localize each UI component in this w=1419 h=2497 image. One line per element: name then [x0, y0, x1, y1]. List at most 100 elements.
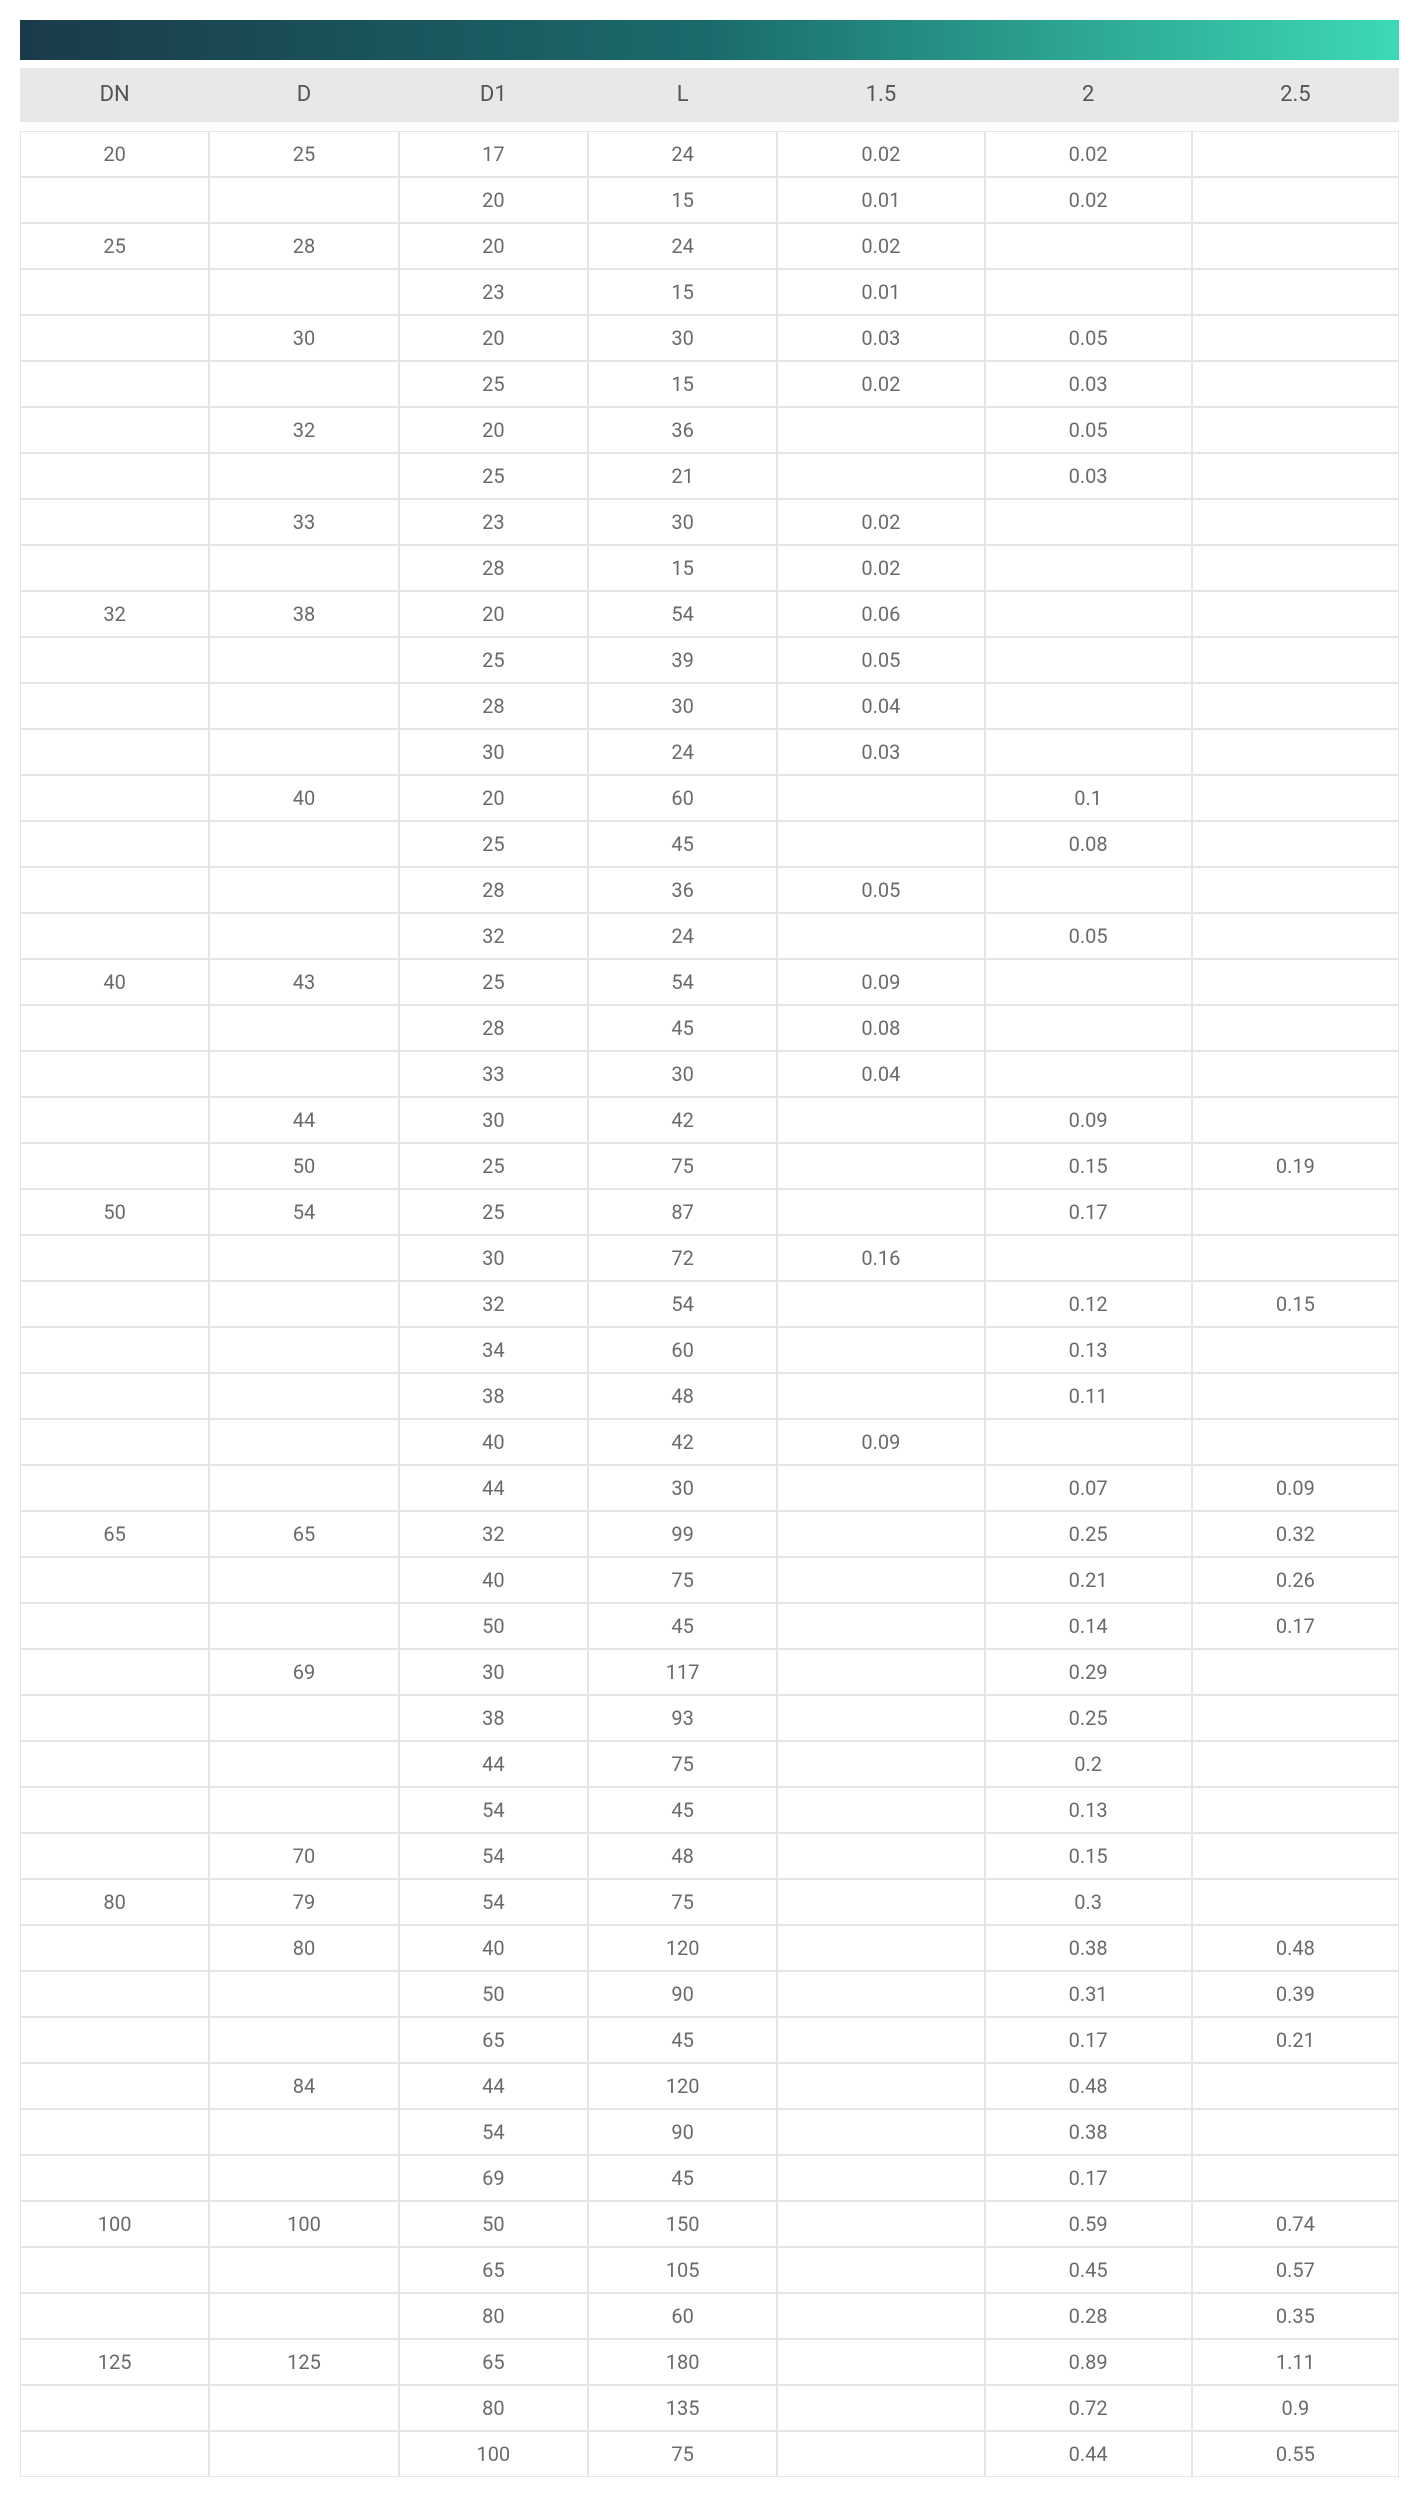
- table-row: 25150.020.03: [20, 361, 1399, 407]
- table-cell: 69: [399, 2155, 588, 2201]
- table-cell: 20: [399, 775, 588, 821]
- table-cell: 45: [588, 1787, 777, 1833]
- table-cell: [1192, 637, 1399, 683]
- table-cell: [1192, 1649, 1399, 1695]
- table-cell: 0.04: [777, 1051, 984, 1097]
- table-row: 40750.210.26: [20, 1557, 1399, 1603]
- table-cell: 20: [399, 315, 588, 361]
- table-cell: 0.13: [985, 1787, 1192, 1833]
- table-cell: [777, 1143, 984, 1189]
- table-cell: [20, 1787, 209, 1833]
- table-row: 3323300.02: [20, 499, 1399, 545]
- table-cell: 0.32: [1192, 1511, 1399, 1557]
- table-cell: 0.45: [985, 2247, 1192, 2293]
- table-cell: [1192, 729, 1399, 775]
- table-cell: [1192, 453, 1399, 499]
- table-cell: [777, 2155, 984, 2201]
- table-cell: 54: [588, 591, 777, 637]
- table-cell: 40: [209, 775, 398, 821]
- table-cell: [209, 821, 398, 867]
- table-cell: 30: [588, 315, 777, 361]
- table-row: 32240.05: [20, 913, 1399, 959]
- table-cell: [209, 729, 398, 775]
- table-cell: [777, 1695, 984, 1741]
- table-cell: 0.05: [777, 637, 984, 683]
- table-cell: 0.9: [1192, 2385, 1399, 2431]
- table-cell: [985, 223, 1192, 269]
- table-cell: [777, 2293, 984, 2339]
- table-cell: [209, 2109, 398, 2155]
- table-cell: 28: [209, 223, 398, 269]
- table-cell: 25: [399, 1189, 588, 1235]
- table-cell: 28: [399, 867, 588, 913]
- table-cell: [777, 1741, 984, 1787]
- table-cell: 75: [588, 1557, 777, 1603]
- table-cell: 93: [588, 1695, 777, 1741]
- table-row: 25390.05: [20, 637, 1399, 683]
- table-cell: [209, 867, 398, 913]
- table-cell: [20, 1327, 209, 1373]
- table-cell: 54: [588, 1281, 777, 1327]
- table-cell: 32: [399, 1511, 588, 1557]
- table-cell: 80: [399, 2385, 588, 2431]
- table-row: 28360.05: [20, 867, 1399, 913]
- table-cell: [20, 407, 209, 453]
- table-cell: [1192, 1373, 1399, 1419]
- table-cell: 40: [20, 959, 209, 1005]
- table-cell: 84: [209, 2063, 398, 2109]
- table-cell: 0.08: [777, 1005, 984, 1051]
- table-cell: 30: [399, 1097, 588, 1143]
- table-row: 28300.04: [20, 683, 1399, 729]
- table-cell: 33: [399, 1051, 588, 1097]
- table-cell: [20, 2017, 209, 2063]
- table-cell: [209, 1235, 398, 1281]
- table-cell: 45: [588, 1005, 777, 1051]
- table-cell: [20, 1373, 209, 1419]
- table-cell: 50: [399, 1971, 588, 2017]
- table-row: 801350.720.9: [20, 2385, 1399, 2431]
- table-cell: [20, 1971, 209, 2017]
- table-cell: 32: [20, 591, 209, 637]
- table-cell: [20, 2109, 209, 2155]
- table-cell: [20, 1097, 209, 1143]
- column-header-d: D: [209, 68, 398, 121]
- table-cell: 50: [399, 2201, 588, 2247]
- table-cell: [209, 2247, 398, 2293]
- table-cell: 0.25: [985, 1511, 1192, 1557]
- table-cell: 24: [588, 131, 777, 177]
- table-cell: 0.3: [985, 1879, 1192, 1925]
- table-cell: 87: [588, 1189, 777, 1235]
- table-row: 323820540.06: [20, 591, 1399, 637]
- table-cell: 24: [588, 223, 777, 269]
- table-row: 30720.16: [20, 1235, 1399, 1281]
- table-cell: [20, 1005, 209, 1051]
- table-cell: 0.21: [985, 1557, 1192, 1603]
- table-cell: 60: [588, 775, 777, 821]
- table-cell: [1192, 867, 1399, 913]
- table-cell: [20, 1465, 209, 1511]
- table-cell: 100: [399, 2431, 588, 2477]
- table-cell: 0.01: [777, 177, 984, 223]
- table-cell: [1192, 407, 1399, 453]
- table-cell: 0.03: [777, 729, 984, 775]
- table-cell: 0.09: [1192, 1465, 1399, 1511]
- table-cell: [20, 2155, 209, 2201]
- table-cell: 0.08: [985, 821, 1192, 867]
- table-cell: 28: [399, 545, 588, 591]
- table-cell: 0.17: [985, 2155, 1192, 2201]
- table-cell: [20, 1419, 209, 1465]
- table-cell: [20, 1557, 209, 1603]
- table-cell: [985, 867, 1192, 913]
- table-cell: 25: [209, 131, 398, 177]
- table-cell: [1192, 315, 1399, 361]
- table-cell: 0.11: [985, 1373, 1192, 1419]
- table-cell: 40: [399, 1419, 588, 1465]
- table-cell: 65: [399, 2247, 588, 2293]
- table-row: 25450.08: [20, 821, 1399, 867]
- table-cell: [1192, 1879, 1399, 1925]
- table-row: 23150.01: [20, 269, 1399, 315]
- table-cell: 54: [399, 1879, 588, 1925]
- table-cell: 0.2: [985, 1741, 1192, 1787]
- table-cell: 65: [399, 2017, 588, 2063]
- table-cell: 117: [588, 1649, 777, 1695]
